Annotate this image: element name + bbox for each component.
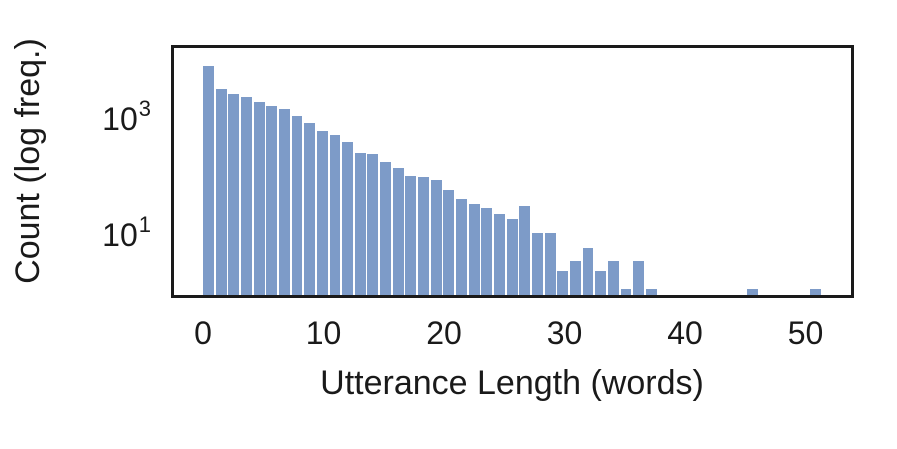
x-tick-label: 40 xyxy=(667,315,703,351)
histogram-bar xyxy=(215,88,227,295)
x-axis-label: Utterance Length (words) xyxy=(320,364,704,402)
histogram-bar xyxy=(607,260,619,295)
histogram-bar xyxy=(291,116,303,295)
x-tick-label: 30 xyxy=(546,315,583,351)
x-tick-label: 10 xyxy=(305,315,342,351)
histogram-bar xyxy=(531,233,543,295)
y-tick-label: 101 xyxy=(102,211,151,253)
histogram-bar xyxy=(810,288,822,295)
histogram-bar xyxy=(240,97,252,295)
histogram-bar xyxy=(468,203,480,295)
histogram-bar xyxy=(494,214,505,295)
histogram-bar xyxy=(203,65,214,295)
histogram-bar xyxy=(519,206,531,295)
histogram-bar xyxy=(481,208,493,295)
histogram-bar xyxy=(392,167,404,295)
histogram-bar xyxy=(747,288,758,295)
histogram-bar xyxy=(582,247,594,295)
histogram-bar xyxy=(569,260,581,295)
y-tick-label: 103 xyxy=(102,95,151,137)
histogram-bar xyxy=(405,176,417,295)
histogram-bar xyxy=(506,218,518,295)
histogram-bar xyxy=(329,135,341,295)
histogram-bar xyxy=(380,162,392,295)
histogram-bars xyxy=(174,48,851,295)
histogram-bar xyxy=(278,108,290,295)
x-tick-label: 20 xyxy=(426,315,462,351)
histogram-bar xyxy=(557,271,569,295)
histogram-bar xyxy=(304,123,316,295)
histogram-bar xyxy=(633,260,645,295)
histogram-bar xyxy=(595,271,607,295)
histogram-bar xyxy=(430,180,442,295)
x-tick-label: 50 xyxy=(787,315,824,351)
histogram-bar xyxy=(266,106,278,295)
histogram-bar xyxy=(645,288,657,295)
histogram-bar xyxy=(316,130,328,295)
histogram-bar xyxy=(443,189,455,295)
histogram-bar xyxy=(228,94,240,295)
x-tick-label: 0 xyxy=(194,315,212,351)
histogram-bar xyxy=(620,288,632,295)
y-axis-label: Count (log freq.) xyxy=(9,38,47,284)
histogram-bar xyxy=(456,198,467,295)
histogram-bar xyxy=(367,153,379,295)
histogram-bar xyxy=(342,141,354,295)
histogram-bar xyxy=(354,152,366,295)
histogram-bar xyxy=(418,177,429,295)
histogram-bar xyxy=(253,101,265,295)
plot-frame xyxy=(171,45,854,298)
histogram-bar xyxy=(544,233,556,295)
